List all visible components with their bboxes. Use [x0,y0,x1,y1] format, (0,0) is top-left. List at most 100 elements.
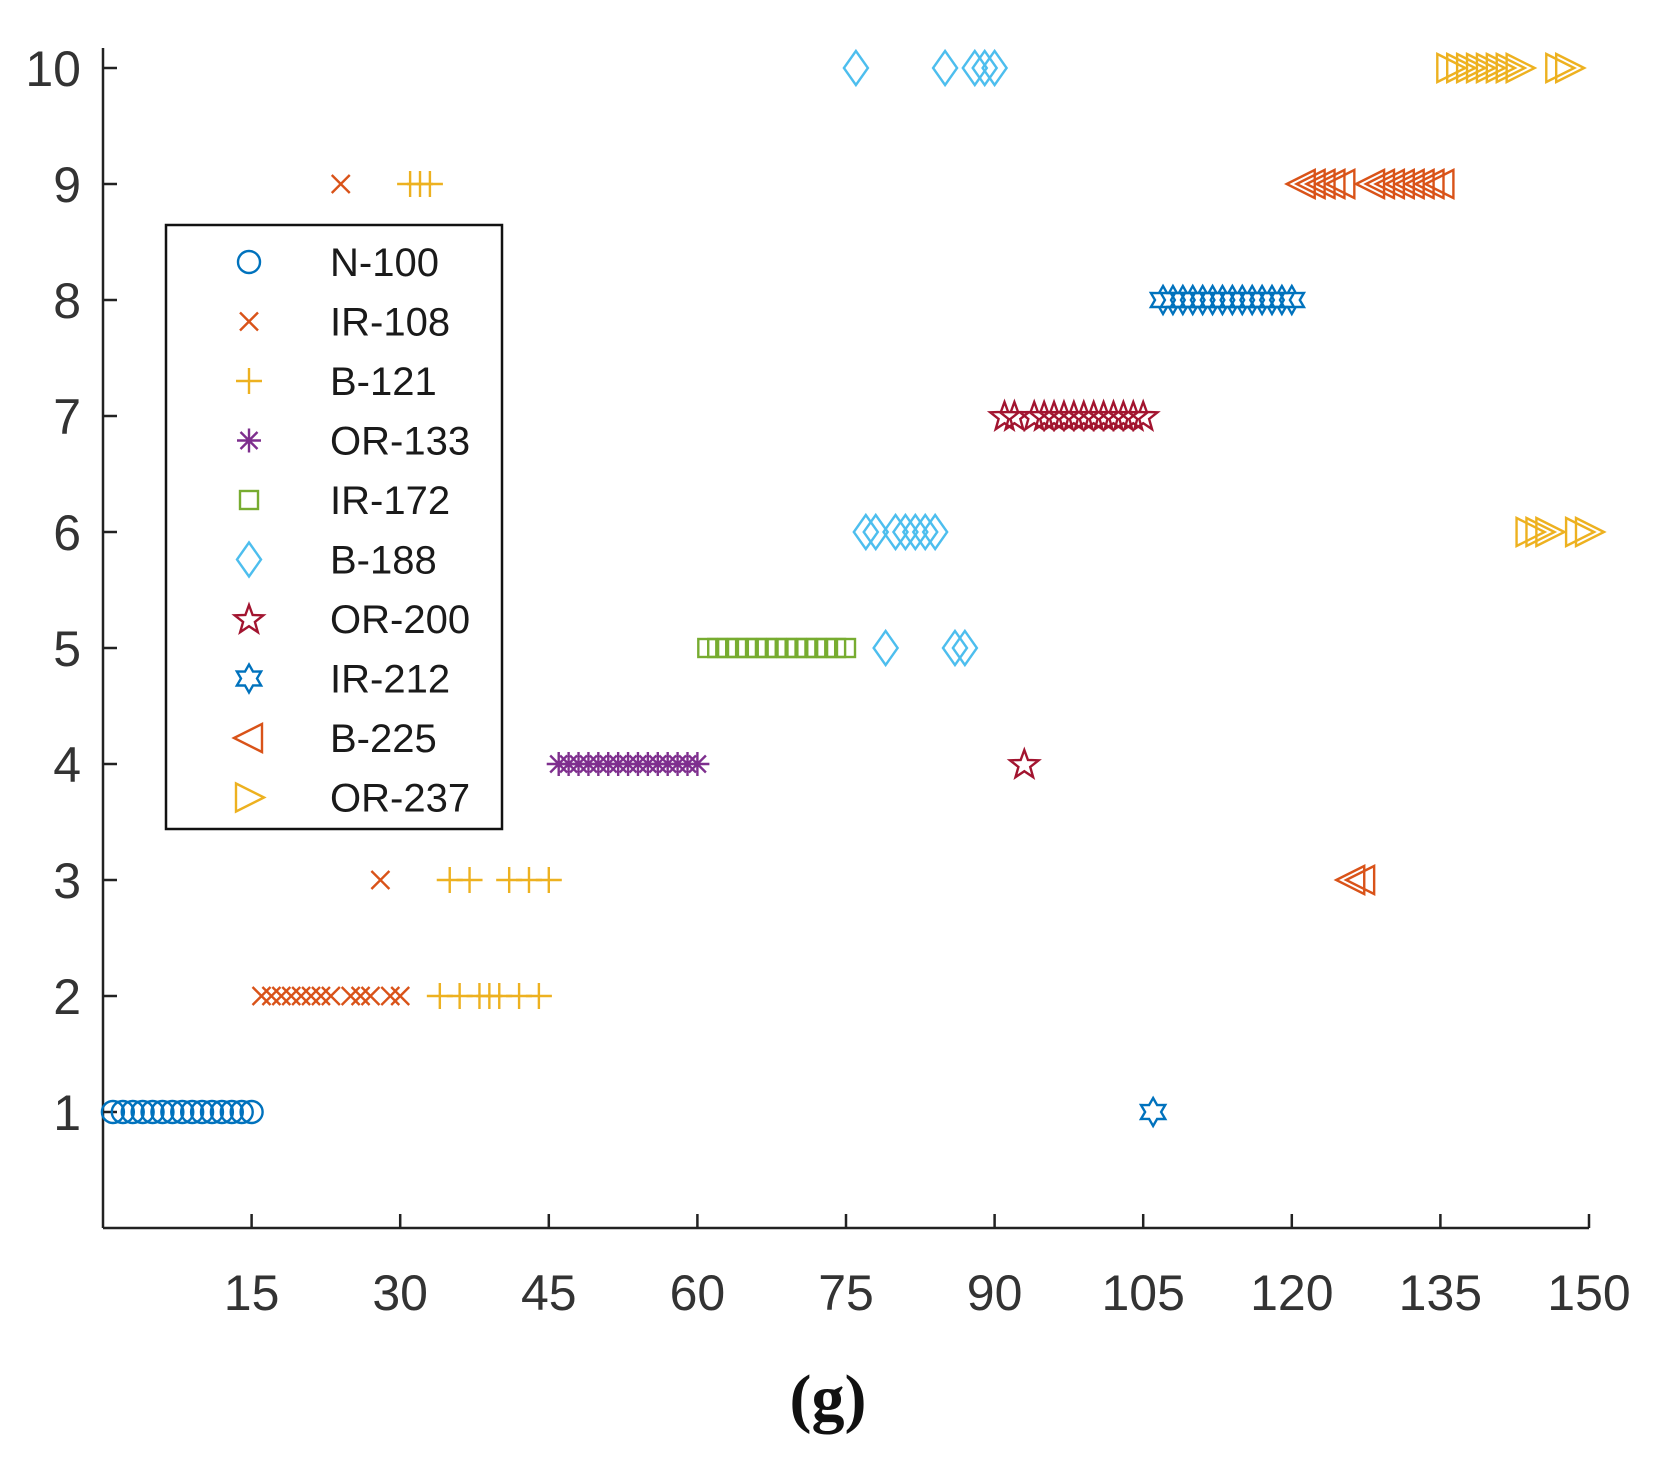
data-point [1436,52,1468,84]
data-point [951,628,979,668]
legend-marker [235,540,263,579]
data-point [1574,516,1607,548]
data-point [986,398,1023,432]
data-point [835,637,857,659]
data-point [1353,168,1386,200]
data-point [100,1099,126,1125]
x-tick-label: 120 [1250,1265,1333,1321]
legend-label: N-100 [330,241,439,285]
legend-marker [239,311,259,332]
data-point [1293,168,1326,200]
legend-item: OR-237 [234,777,470,821]
x-tick-label: 105 [1101,1265,1184,1321]
x-tick-label: 45 [521,1265,577,1321]
data-point [842,48,870,88]
legend-item: B-188 [235,539,437,583]
data-point [1465,52,1498,84]
data-point [291,986,311,1006]
data-point [150,1099,175,1125]
data-point [1277,283,1307,317]
series-ir-108 [251,174,411,1006]
data-point [370,870,391,890]
data-point [1515,516,1548,548]
x-tick-label: 30 [372,1265,428,1321]
y-tick-label: 2 [53,969,81,1025]
data-point [1422,168,1455,200]
data-point [931,48,959,88]
data-point [1564,516,1597,548]
data-point [456,867,483,893]
legend-label: IR-108 [330,301,450,345]
data-point [1115,398,1151,432]
data-point [1392,168,1425,200]
data-point [911,512,939,552]
x-tick-label: 135 [1399,1265,1482,1321]
data-point [209,1099,235,1125]
legend-label: OR-237 [330,777,470,821]
x-tick-label: 60 [670,1265,726,1321]
data-point [535,867,562,893]
legend-item: B-121 [236,360,437,404]
data-point [1323,168,1356,200]
data-point [891,512,919,552]
legend-item: OR-133 [237,420,470,464]
legend-item: IR-172 [238,479,450,523]
data-point [872,628,900,668]
series-n-100 [100,1099,264,1125]
legend-marker [234,781,267,814]
data-point [251,986,272,1006]
legend-item: N-100 [236,241,439,285]
data-point [971,48,999,88]
legend-label: OR-200 [330,598,470,642]
data-point [981,48,1009,88]
data-point [120,1099,145,1125]
data-point [330,174,351,194]
data-point [170,1099,195,1125]
data-point [1313,168,1346,200]
series-or-237 [1436,52,1607,548]
data-point [271,986,292,1006]
data-point [416,171,443,197]
data-point [1284,168,1316,200]
data-point [199,1099,225,1125]
legend-item: OR-200 [231,598,470,642]
x-tick-label: 15 [224,1265,280,1321]
data-point [941,628,969,668]
data-point [1554,52,1587,84]
data-point [360,986,381,1006]
legend: N-100 IR-108 B-121 OR-133 IR-172 B-188 OR-200 I… [164,223,504,831]
legend-item: IR-212 [234,658,450,702]
data-point [1412,168,1445,200]
legend-label: B-121 [330,360,437,404]
legend-item: IR-108 [239,301,450,345]
data-point [311,986,331,1006]
data-point [110,1099,136,1125]
data-point [1402,168,1435,200]
data-point [685,752,710,776]
y-tick-label: 1 [53,1085,81,1141]
data-point [1475,52,1508,84]
y-tick-label: 3 [53,853,81,909]
data-point [1455,52,1488,84]
data-point [1267,283,1297,317]
x-tick-label: 75 [818,1265,874,1321]
y-tick-label: 7 [53,389,81,445]
x-tick-label: 150 [1547,1265,1630,1321]
data-point [321,986,341,1006]
series-ir-172 [697,637,857,659]
legend-marker [237,428,261,453]
data-point [340,986,361,1006]
data-point [239,1099,264,1125]
data-point [882,512,910,552]
data-point [862,512,890,552]
data-point [1383,168,1415,200]
legend-marker [231,722,264,754]
series-or-133 [546,752,710,776]
series-b-121 [397,171,562,1009]
legend-label: B-225 [330,717,437,761]
data-point [350,986,371,1006]
x-tick-label: 90 [967,1265,1023,1321]
